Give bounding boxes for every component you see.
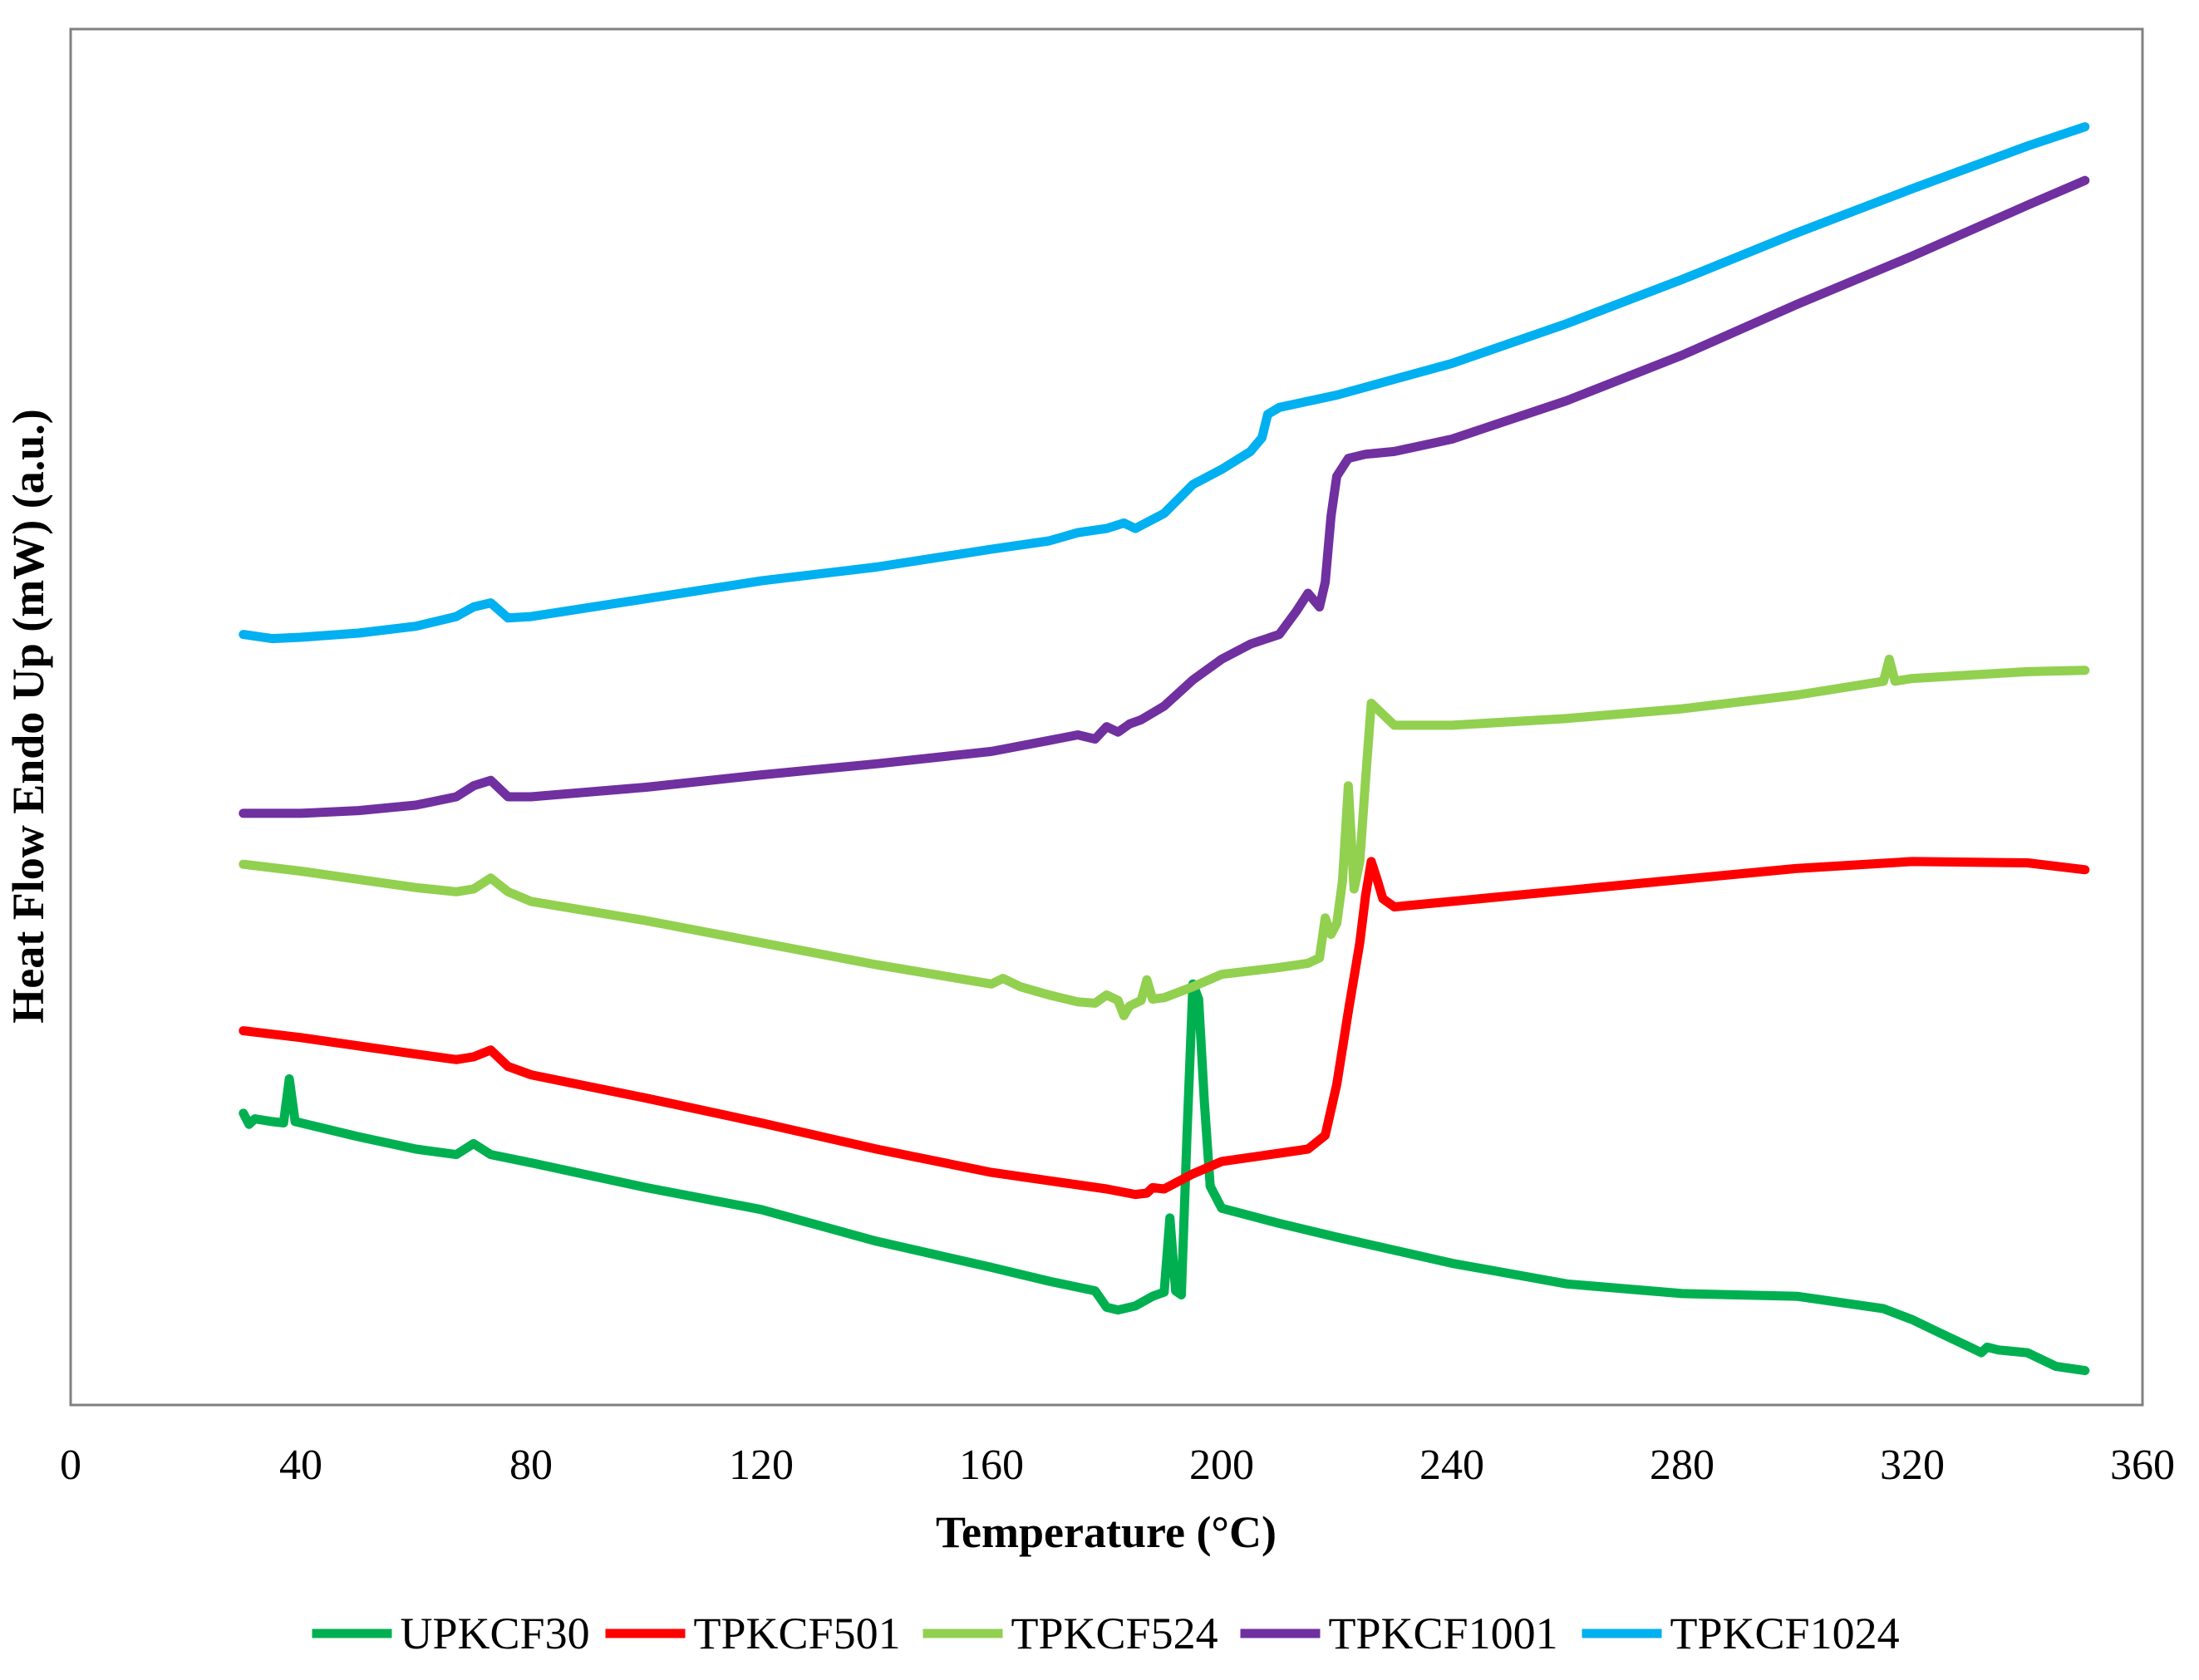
legend-label: UPKCF30 [401, 1609, 590, 1658]
plot-area-frame [69, 27, 2144, 1407]
x-tick-label: 80 [509, 1442, 553, 1489]
legend-label: TPKCF1001 [1329, 1609, 1558, 1658]
series-layer [239, 122, 2090, 1376]
legend-label: TPKCF501 [694, 1609, 901, 1658]
series-line-tpkcf524 [239, 654, 2090, 1020]
x-tick-label: 120 [729, 1442, 794, 1489]
legend-item-tpkcf1024: TPKCF1024 [1582, 1609, 1900, 1658]
series-line-upkcf30 [239, 979, 2090, 1376]
series-line-tpkcf1001 [239, 175, 2090, 818]
legend-label: TPKCF1024 [1670, 1609, 1900, 1658]
legend-item-upkcf30: UPKCF30 [312, 1609, 590, 1658]
legend-item-tpkcf524: TPKCF524 [922, 1609, 1218, 1658]
x-tick-labels: 0 40 80 120 160 200 240 280 320 360 [60, 1442, 2175, 1489]
x-tick-label: 160 [959, 1442, 1024, 1489]
legend-item-tpkcf1001: TPKCF1001 [1240, 1609, 1558, 1658]
x-tick-label: 360 [2110, 1442, 2175, 1489]
x-tick-label: 40 [279, 1442, 322, 1489]
x-tick-label: 320 [1880, 1442, 1945, 1489]
series-line-tpkcf501 [239, 857, 2090, 1200]
legend-item-tpkcf501: TPKCF501 [605, 1609, 901, 1658]
legend: UPKCF30 TPKCF501 TPKCF524 TPKCF1001 TPKCF102… [312, 1609, 1900, 1658]
x-axis-title: Temperature (°C) [936, 1507, 1277, 1557]
x-tick-label: 240 [1419, 1442, 1484, 1489]
legend-label: TPKCF524 [1011, 1609, 1218, 1658]
y-axis-title: Heat Flow Endo Up (mW) (a.u.) [3, 409, 53, 1024]
series-line-tpkcf1024 [239, 122, 2090, 644]
x-tick-label: 280 [1650, 1442, 1714, 1489]
x-tick-label: 200 [1189, 1442, 1254, 1489]
x-tick-label: 0 [60, 1442, 81, 1489]
